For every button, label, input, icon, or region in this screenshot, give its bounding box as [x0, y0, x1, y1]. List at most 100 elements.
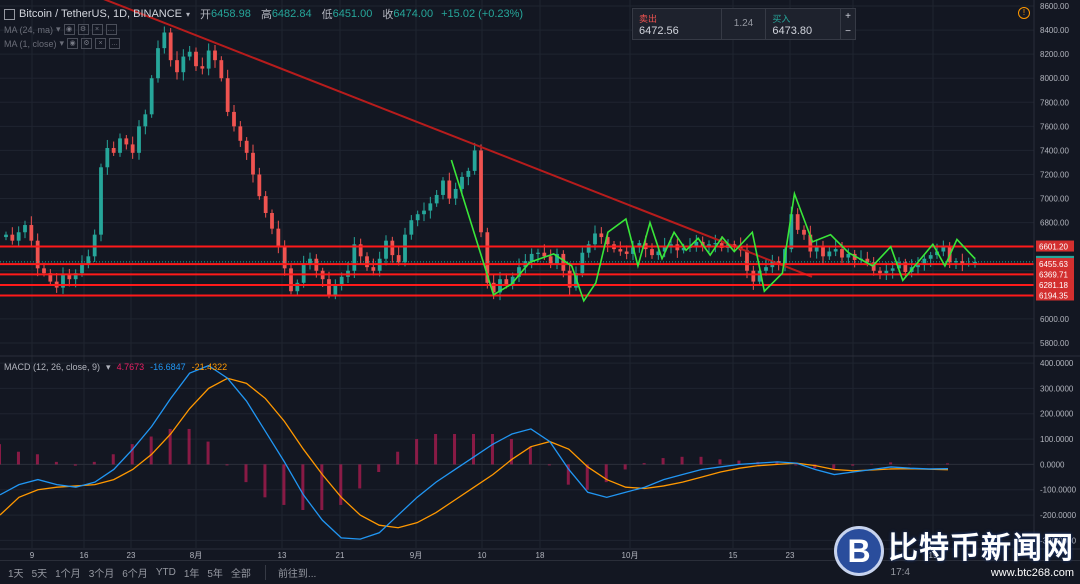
alert-icon[interactable]: !	[1018, 7, 1030, 19]
indicator-ma2[interactable]: MA (1, close) ▾ ◉ ⚙ × …	[4, 38, 120, 49]
range-6m[interactable]: 6个月	[122, 565, 148, 580]
eye-icon[interactable]: ◉	[67, 38, 78, 49]
macd-legend[interactable]: MACD (12, 26, close, 9) ▾ 4.7673 -16.684…	[4, 362, 227, 373]
indicator-ma1[interactable]: MA (24, ma) ▾ ◉ ⚙ × …	[4, 24, 117, 35]
candle-body	[371, 267, 375, 271]
candle-body	[549, 256, 553, 263]
macd-histogram-bar	[946, 463, 949, 464]
macd-histogram-bar	[908, 464, 911, 465]
macd-histogram-bar	[55, 462, 58, 465]
candle-body	[175, 60, 179, 72]
range-5y[interactable]: 5年	[207, 565, 223, 580]
time-tick-label: 10月	[622, 551, 639, 560]
macd-histogram-bar	[263, 464, 266, 497]
candle-body	[542, 253, 546, 257]
high-label: 高	[261, 6, 272, 22]
candle-body	[289, 268, 293, 291]
macd-histogram-bar	[112, 454, 115, 464]
change-value: +15.02 (+0.23%)	[441, 8, 523, 20]
candle-body	[105, 148, 109, 167]
watermark-url: www.btc268.com	[888, 567, 1074, 579]
macd-histogram-bar	[718, 459, 721, 464]
settings-icon[interactable]: ⚙	[78, 24, 89, 35]
zoom-in-button[interactable]: +	[845, 11, 851, 22]
sell-price: 6472.56	[639, 25, 715, 37]
candle-body	[10, 235, 14, 241]
candle-body	[650, 249, 654, 255]
symbol-title[interactable]: Bitcoin / TetherUS, 1D, BINANCE	[19, 8, 182, 20]
candle-body	[17, 232, 21, 240]
level-price-label: 6194.35	[1039, 292, 1068, 301]
candle-body	[112, 148, 116, 153]
macd-histogram-bar	[889, 462, 892, 464]
low-label: 低	[322, 6, 333, 22]
sell-button[interactable]: 卖出 6472.56	[633, 9, 722, 39]
zoom-out-button[interactable]: −	[845, 26, 851, 37]
time-tick-label: 18	[536, 551, 545, 560]
buy-price: 6473.80	[772, 25, 834, 37]
candle-body	[764, 267, 768, 271]
macd-histogram-bar	[282, 464, 285, 505]
candle-body	[599, 233, 603, 237]
candle-body	[219, 60, 223, 78]
symbol-icon[interactable]	[4, 9, 15, 20]
candle-body	[447, 181, 451, 199]
eye-icon[interactable]: ◉	[64, 24, 75, 35]
candle-body	[834, 249, 838, 251]
macd-tick-label: -200.0000	[1040, 511, 1077, 520]
dropdown-icon[interactable]: ▾	[106, 362, 111, 373]
candle-body	[150, 78, 154, 114]
candle-body	[536, 253, 540, 254]
macd-tick-label: 100.0000	[1040, 435, 1074, 444]
macd-histogram-bar	[358, 464, 361, 488]
goto-button[interactable]: 前往到...	[265, 565, 316, 580]
candle-body	[124, 138, 128, 144]
candle-body	[422, 211, 426, 215]
macd-tick-label: -100.0000	[1040, 486, 1077, 495]
range-3m[interactable]: 3个月	[89, 565, 115, 580]
candle-body	[264, 196, 268, 213]
sell-label: 卖出	[639, 12, 715, 25]
macd-histogram-bar	[207, 442, 210, 465]
range-all[interactable]: 全部	[231, 565, 251, 580]
macd-histogram-bar	[851, 464, 854, 465]
range-ytd[interactable]: YTD	[156, 567, 176, 578]
candle-body	[162, 32, 166, 48]
close-icon[interactable]: ×	[92, 24, 103, 35]
candle-body	[232, 112, 236, 126]
macd-histogram-bar	[244, 464, 247, 482]
candle-body	[403, 235, 407, 263]
candle-body	[479, 150, 483, 232]
range-1y[interactable]: 1年	[184, 565, 200, 580]
symbol-header: Bitcoin / TetherUS, 1D, BINANCE ▾ 开 6458…	[4, 4, 523, 24]
price-tick-label: 6800.00	[1040, 219, 1069, 228]
macd-histogram-bar	[681, 457, 684, 465]
price-chart[interactable]: 8600.008400.008200.008000.007800.007600.…	[0, 0, 1080, 560]
candle-body	[846, 254, 850, 258]
time-tick-label: 9	[30, 551, 35, 560]
macd-line-value: -16.6847	[150, 362, 186, 373]
indicator-ma2-label: MA (1, close)	[4, 39, 57, 49]
candle-body	[188, 52, 192, 57]
watermark: B 比特币新闻网 www.btc268.com	[834, 523, 1074, 579]
more-icon[interactable]: …	[106, 24, 117, 35]
range-5d[interactable]: 5天	[32, 565, 48, 580]
settings-icon[interactable]: ⚙	[81, 38, 92, 49]
candle-body	[473, 150, 477, 170]
candle-body	[238, 126, 242, 140]
open-label: 开	[200, 6, 211, 22]
dropdown-icon[interactable]: ▾	[56, 24, 61, 35]
range-1m[interactable]: 1个月	[55, 565, 81, 580]
range-1d[interactable]: 1天	[8, 565, 24, 580]
more-icon[interactable]: …	[109, 38, 120, 49]
candle-body	[4, 235, 8, 237]
macd-histogram-bar	[226, 464, 229, 465]
candle-body	[891, 268, 895, 270]
dropdown-icon[interactable]: ▾	[60, 38, 65, 49]
buy-button[interactable]: 买入 6473.80	[766, 9, 840, 39]
price-tick-label: 8200.00	[1040, 50, 1069, 59]
price-tick-label: 8600.00	[1040, 2, 1069, 11]
candle-body	[878, 271, 882, 273]
symbol-dropdown-icon[interactable]: ▾	[186, 10, 190, 19]
close-icon[interactable]: ×	[95, 38, 106, 49]
